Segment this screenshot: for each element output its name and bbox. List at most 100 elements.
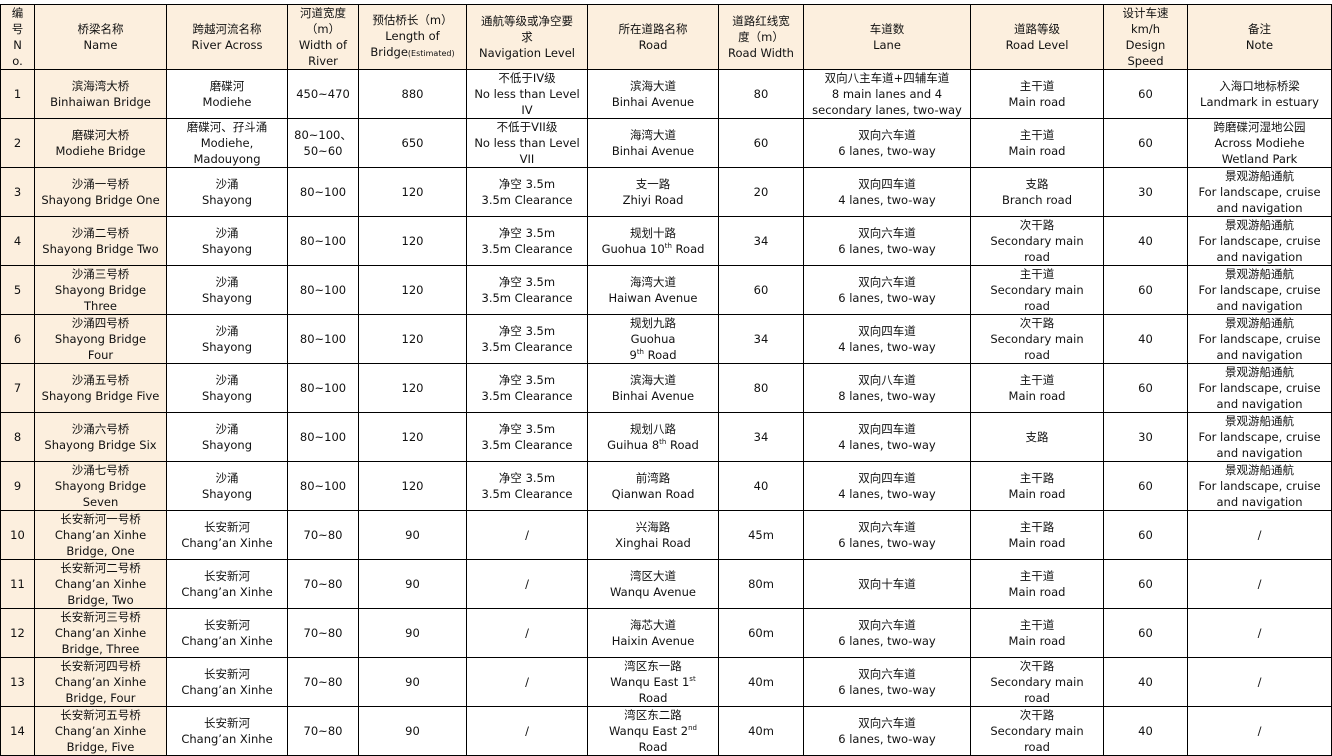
cell-name: 沙涌三号桥 Shayong Bridge Three: [34, 265, 167, 315]
cell-line: 长安新河五号桥: [60, 708, 141, 722]
cell-line: Shayong Bridge: [54, 283, 147, 297]
cell-note: /: [1187, 559, 1332, 609]
cell-line: Binhai Avenue: [611, 95, 695, 109]
cell-line: 120: [401, 234, 424, 248]
cell-line: 880: [401, 87, 424, 101]
cell-line: Bridge(Estimated): [361, 44, 464, 62]
cell-road: 湾区大道 Wanqu Avenue: [587, 559, 719, 609]
cell-line: 长安新河四号桥: [60, 659, 141, 673]
cell-line: 磨碟河、孖斗涌: [186, 120, 268, 134]
cell-line: Landmark in estuary: [1200, 95, 1319, 109]
cell-line: 40: [753, 479, 769, 493]
cell-line: 60: [753, 283, 769, 297]
cell-line: 90: [405, 724, 420, 738]
superscript: st: [689, 675, 696, 684]
cell-line: For landscape, cruise: [1198, 332, 1321, 346]
cell-navigation-level: 净空 3.5m 3.5m Clearance: [466, 363, 588, 413]
cell-line: 兴海路: [635, 520, 671, 534]
cell-line: Secondary main: [990, 234, 1084, 248]
cell-navigation-level: /: [466, 706, 588, 756]
cell-line: 主干道: [1019, 79, 1055, 93]
cell-line: 60: [753, 136, 769, 150]
column-header-road-width: 道路红线宽 度（m） Road Width: [718, 4, 804, 70]
cell-line: 双向八车道: [858, 373, 916, 387]
cell-line: 长安新河二号桥: [60, 561, 141, 575]
cell-line: 120: [401, 283, 424, 297]
cell-line: and navigation: [1216, 446, 1303, 460]
cell-line: Seven: [82, 495, 119, 509]
cell-river: 沙涌 Shayong: [166, 265, 288, 315]
cell-line: 支一路: [635, 177, 671, 191]
cell-line: 80: [753, 381, 769, 395]
cell-name: 沙涌四号桥 Shayong Bridge Four: [34, 314, 167, 364]
cell-line: 净空 3.5m: [498, 177, 556, 191]
table-row: 5 沙涌三号桥 Shayong Bridge Three 沙涌 Shayong 80~100…: [0, 265, 1332, 315]
cell-line: VII: [519, 152, 535, 166]
cell-line: /: [525, 528, 529, 542]
text: Road: [671, 242, 705, 256]
cell-line: 沙涌: [215, 471, 239, 485]
column-header-navigation-level: 通航等级或净空要求 Navigation Level: [466, 4, 588, 70]
cell-line: km/h: [1130, 22, 1161, 36]
cell-line: 磨碟河大桥: [71, 128, 130, 142]
cell-line: 滨海大道: [630, 373, 676, 387]
cell-note: /: [1187, 706, 1332, 756]
cell-line: 沙涌: [215, 324, 239, 338]
cell-line: 号: [11, 22, 24, 36]
cell-line: For landscape, cruise: [1198, 430, 1321, 444]
cell-line: 70~80: [303, 724, 343, 738]
cell-road-level: 主干道 Main road: [970, 608, 1104, 658]
cell-line: Chang’an Xinhe: [181, 585, 273, 599]
cell-line: 70~80: [303, 675, 343, 689]
cell-road-level: 次干路 Secondary main road: [970, 706, 1104, 756]
cell-line: 4 lanes, two-way: [838, 438, 936, 452]
text: Road: [644, 348, 677, 362]
cell-line: 30: [1138, 430, 1153, 444]
cell-note: 景观游船通航 For landscape, cruise and navigatio…: [1187, 265, 1332, 315]
cell-line: 120: [401, 479, 424, 493]
cell-line: /: [525, 626, 529, 640]
cell-line: Modiehe,: [200, 136, 254, 150]
cell-line: 12: [10, 626, 25, 640]
cell-road: 滨海大道 Binhai Avenue: [587, 69, 719, 119]
cell-navigation-level: 净空 3.5m 3.5m Clearance: [466, 412, 588, 462]
cell-river-width: 80~100: [287, 363, 359, 413]
cell-line: Shayong Bridge One: [41, 193, 160, 207]
cell-line: Secondary main: [990, 283, 1084, 297]
cell-navigation-level: 不低于IV级 No less than Level IV: [466, 69, 588, 119]
cell-river: 沙涌 Shayong: [166, 412, 288, 462]
cell-no: 9: [0, 461, 35, 511]
column-header-note: 备注 Note: [1187, 4, 1332, 70]
table-body: 1 滨海湾大桥 Binhaiwan Bridge 磨碟河 Modiehe 450~470 8…: [0, 69, 1332, 756]
cell-line: /: [1257, 577, 1262, 591]
cell-line: Bridge, Four: [65, 691, 136, 705]
cell-line: 4 lanes, two-way: [838, 340, 936, 354]
cell-line: For landscape, cruise: [1198, 381, 1321, 395]
cell-line: 景观游船通航: [1225, 169, 1294, 183]
cell-line: 40m: [748, 724, 774, 738]
cell-note: 景观游船通航 For landscape, cruise and navigatio…: [1187, 412, 1332, 462]
cell-line: Main road: [1008, 634, 1066, 648]
cell-line: 4 lanes, two-way: [838, 193, 936, 207]
cell-line: Main road: [1008, 144, 1066, 158]
cell-road-width: 34: [718, 412, 804, 462]
cell-line: 80~100: [299, 283, 347, 297]
cell-note: /: [1187, 657, 1332, 707]
cell-line: 跨磨碟河湿地公园: [1213, 120, 1306, 134]
cell-design-speed: 30: [1103, 167, 1188, 217]
cell-line: 长安新河: [204, 667, 250, 681]
cell-name: 滨海湾大桥 Binhaiwan Bridge: [34, 69, 167, 119]
cell-line: 70~80: [303, 528, 343, 542]
cell-bridge-length: 120: [358, 167, 467, 217]
cell-line: 2: [13, 136, 22, 150]
cell-line: 入海口地标桥梁: [1219, 79, 1300, 93]
cell-bridge-length: 90: [358, 706, 467, 756]
cell-line: For landscape, cruise: [1198, 185, 1321, 199]
cell-line: 长安新河: [204, 520, 250, 534]
text: Guohua 10: [601, 242, 665, 256]
cell-line: 滨海湾大桥: [71, 79, 130, 93]
cell-line: 河道宽度: [300, 6, 346, 20]
cell-line: Haixin Avenue: [611, 634, 695, 648]
